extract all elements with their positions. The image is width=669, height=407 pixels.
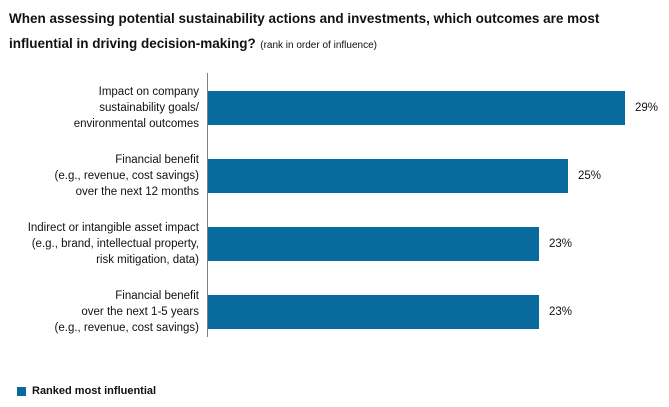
category-label: Indirect or intangible asset impact (e.g.… [27, 222, 199, 266]
chart-title: When assessing potential sustainability … [9, 7, 663, 57]
chart-subtitle-text: (rank in order of influence) [260, 39, 377, 51]
legend-swatch-icon [17, 386, 26, 396]
bar [208, 227, 539, 261]
legend-label: Ranked most influential [32, 385, 157, 397]
bar-row: Financial benefit (e.g., revenue, cost sa… [0, 142, 669, 210]
bar-row: Financial benefit over the next 1-5 years… [0, 278, 669, 346]
bar-row: Indirect or intangible asset impact (e.g.… [0, 210, 669, 278]
value-label: 23% [549, 306, 573, 318]
value-label: 25% [578, 170, 602, 182]
y-axis-line [207, 73, 208, 337]
bar-rows-container: Impact on company sustainability goals/en… [0, 74, 669, 346]
bar [208, 159, 568, 193]
bar-chart: Impact on company sustainability goals/en… [0, 73, 669, 337]
value-label: 23% [549, 238, 573, 250]
category-label: Impact on company sustainability goals/en… [73, 86, 199, 130]
category-label: Financial benefit (e.g., revenue, cost sa… [54, 154, 199, 198]
category-label: Financial benefit over the next 1-5 years… [54, 290, 199, 334]
bar [208, 91, 625, 125]
chart-legend: Ranked most influential [17, 385, 156, 397]
bar [208, 295, 539, 329]
chart-title-text: When assessing potential sustainability … [9, 11, 600, 51]
bar-row: Impact on company sustainability goals/en… [0, 74, 669, 142]
value-label: 29% [635, 102, 659, 114]
